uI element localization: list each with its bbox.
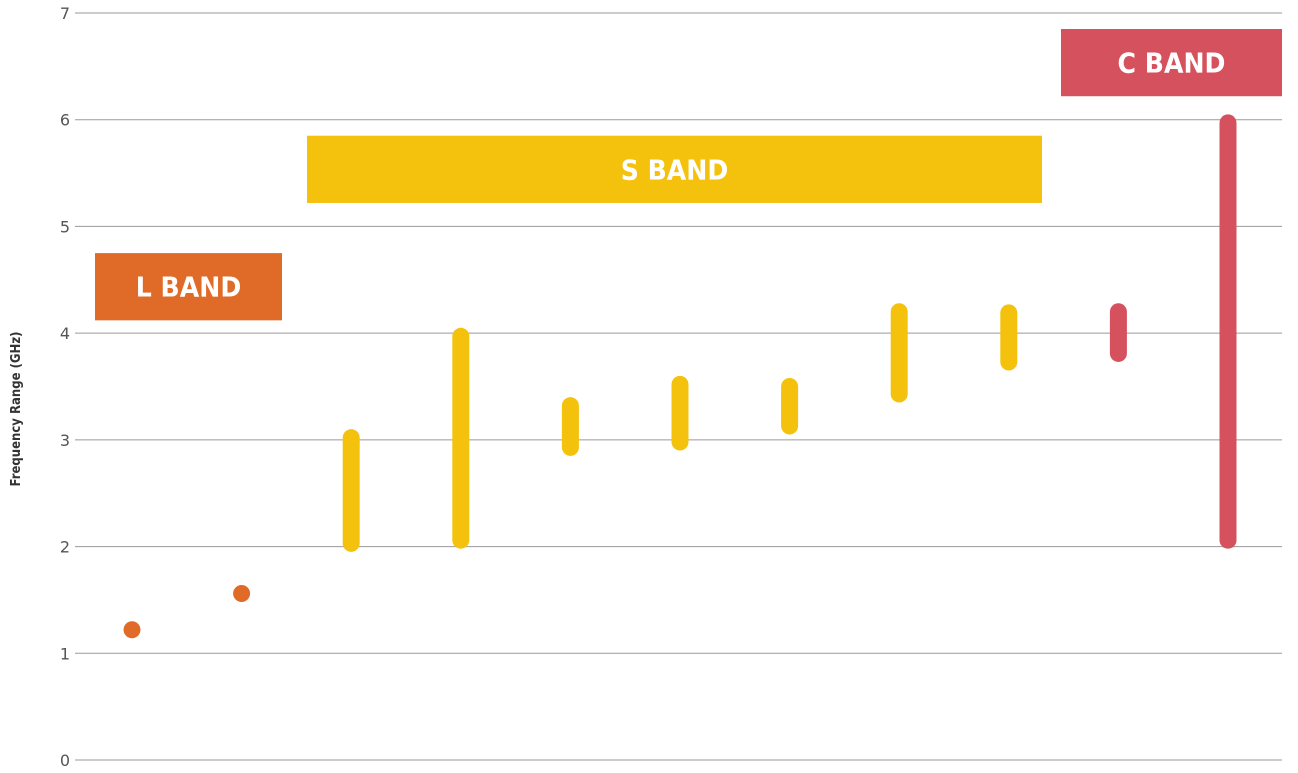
- y-tick-label: 4: [60, 324, 70, 343]
- range-bar-s-band: [342, 429, 360, 552]
- band-label-text: C BAND: [1118, 47, 1226, 80]
- band-label-c: C BAND: [1061, 29, 1282, 97]
- y-tick-label: 2: [60, 538, 70, 557]
- band-label-s: S BAND: [307, 135, 1042, 203]
- y-tick-label: 1: [60, 644, 70, 663]
- band-label-box: [95, 253, 282, 321]
- range-bar-s-band: [781, 377, 799, 435]
- band-label-box: [1061, 29, 1282, 97]
- range-bar-s-band: [1000, 304, 1018, 371]
- band-label-text: L BAND: [136, 271, 242, 304]
- y-axis-ticks: 0 1 2 3 4 5 6 7: [60, 4, 70, 770]
- y-tick-label: 3: [60, 431, 70, 450]
- range-bar-l-band: [233, 584, 251, 602]
- range-bar-s-band: [452, 327, 470, 549]
- band-label-l: L BAND: [95, 253, 282, 321]
- band-label-text: S BAND: [621, 153, 729, 186]
- y-tick-label: 6: [60, 111, 70, 130]
- range-bar-s-band: [561, 397, 579, 456]
- band-label-box: [307, 135, 1042, 203]
- y-tick-label: 0: [60, 751, 70, 770]
- y-tick-label: 7: [60, 4, 70, 23]
- y-axis-title: Frequency Range (GHz): [9, 332, 24, 487]
- grid-lines: [75, 12, 1282, 761]
- band-labels: L BAND S BAND C BAND: [95, 29, 1282, 321]
- range-bar-c-band: [1219, 114, 1237, 549]
- range-bar-l-band: [123, 621, 141, 639]
- y-tick-label: 5: [60, 217, 70, 236]
- range-bar-c-band: [1109, 303, 1127, 362]
- range-bar-s-band: [671, 375, 689, 451]
- range-bars: [123, 114, 1237, 639]
- range-bar-s-band: [890, 303, 908, 403]
